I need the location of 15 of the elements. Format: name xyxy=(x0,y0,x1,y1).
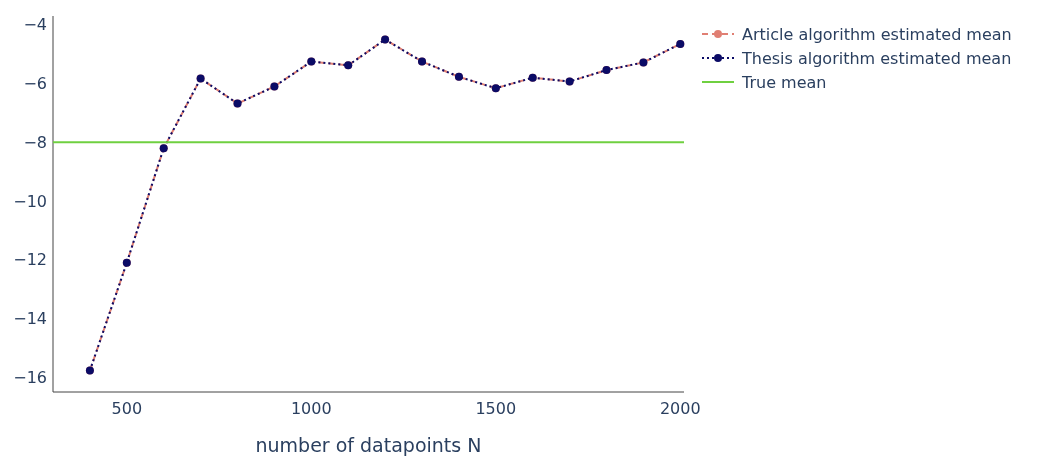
x-tick-label: 1500 xyxy=(475,399,517,418)
y-tick-label: −12 xyxy=(13,250,47,270)
legend-label: Article algorithm estimated mean xyxy=(742,24,1012,44)
y-tick-label: −16 xyxy=(13,367,47,387)
x-tick-label: 500 xyxy=(111,399,143,418)
legend-label: Thesis algorithm estimated mean xyxy=(741,48,1012,68)
x-tick-label: 2000 xyxy=(659,399,701,418)
y-tick-label: −14 xyxy=(13,309,47,329)
y-tick-label: −4 xyxy=(23,15,47,35)
legend-label: True mean xyxy=(741,72,827,92)
y-tick-label: −8 xyxy=(23,132,47,152)
y-tick-label: −6 xyxy=(23,74,47,94)
x-tick-label: 1000 xyxy=(290,399,332,418)
y-tick-label: −10 xyxy=(13,191,47,211)
x-axis-title: number of datapoints N xyxy=(255,434,482,456)
